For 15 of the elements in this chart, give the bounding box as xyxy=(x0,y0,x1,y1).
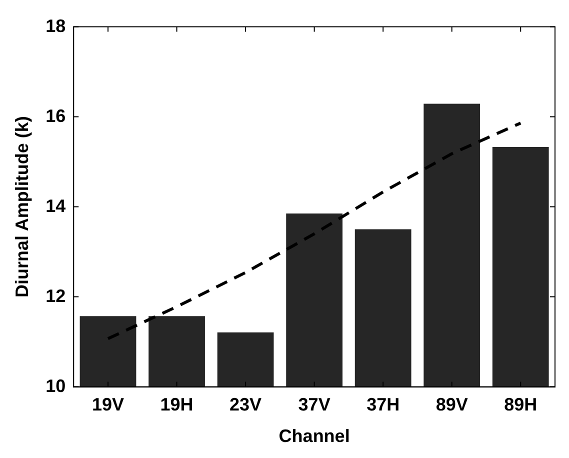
y-tick-label: 16 xyxy=(46,106,66,126)
y-axis-title: Diurnal Amplitude (k) xyxy=(12,116,32,298)
y-tick-label: 14 xyxy=(46,196,66,216)
line-series xyxy=(106,122,522,340)
x-tick-label: 19V xyxy=(92,394,124,415)
x-tick-label: 23V xyxy=(230,394,262,415)
y-tick-label: 12 xyxy=(46,286,66,306)
x-axis-title: Channel xyxy=(278,426,350,446)
y-tick-label: 10 xyxy=(46,376,66,396)
x-tick-label: 19H xyxy=(160,394,194,415)
x-tick-label: 37V xyxy=(298,394,330,415)
x-tick-label: 37H xyxy=(366,394,400,415)
x-tick-label: 89V xyxy=(436,394,468,415)
y-tick-label: 18 xyxy=(46,16,66,36)
x-tick-label: 89H xyxy=(504,394,538,415)
